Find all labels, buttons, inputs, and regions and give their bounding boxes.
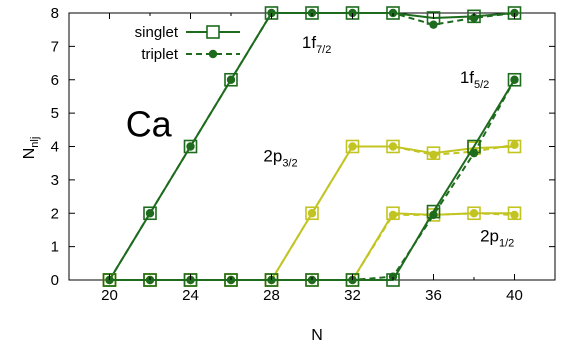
y-tick-label: 6 [51,72,59,89]
y-tick-label: 3 [51,172,59,189]
data-point-circle [226,75,236,84]
y-axis-title-main: N [21,148,38,160]
annotations: 1f7/2 1f5/2 2p3/2 2p1/2 Ca [126,33,515,250]
y-tick-label: 1 [51,239,59,256]
y-tick-label: 7 [51,38,59,55]
series-2p3-2-triplet [105,140,519,285]
y-tick-label: 2 [51,205,59,222]
data-point-circle [510,75,519,84]
orbital-label: 2p1/2 [480,227,514,250]
data-point-circle [388,272,398,281]
data-point-square [507,206,522,221]
data-point-circle [510,140,519,150]
data-point-square [305,273,319,287]
data-point-circle [145,209,155,218]
data-point-circle [388,210,398,220]
data-point-square [305,6,319,20]
legend-marker-circle [208,49,218,59]
series-2p1-2-triplet [105,209,519,285]
x-tick-label: 40 [506,287,523,304]
orbital-label: 1f7/2 [302,33,331,56]
data-point-square [183,139,198,154]
data-point-circle [429,210,438,220]
orbital-label: 1f5/2 [460,68,489,91]
y-axis-title-sub: nlj [29,137,41,148]
data-point-circle [348,142,357,151]
legend-item-singlet: singlet [135,24,240,41]
orbital-label: 2p3/2 [263,147,297,170]
y-axis-title: Nnlj [21,137,41,160]
data-point-circle [469,209,479,218]
data-point-circle [388,142,398,151]
data-point-circle [429,20,438,29]
series-line [109,212,515,281]
x-tick-label: 32 [344,287,361,304]
y-tick-label: 8 [51,5,59,22]
legend: singlet triplet [135,24,240,63]
data-point-circle [469,13,479,23]
data-point-circle [307,209,317,218]
x-tick-label: 36 [425,287,442,304]
data-point-square [143,206,157,221]
x-tick-label: 20 [101,287,118,304]
series-line [109,212,515,281]
data-point-circle [469,148,479,158]
data-point-square [507,72,522,87]
data-point-square [305,206,319,221]
svg-text:Nnlj: Nnlj [21,137,41,160]
data-point-circle [186,142,195,151]
legend-label: triplet [141,46,179,63]
legend-label: singlet [135,24,179,41]
element-label: Ca [126,103,173,144]
axis-ticks: 20 24 28 32 36 40 0 1 2 3 4 5 6 7 8 [51,5,555,304]
data-point-circle [429,150,438,160]
y-tick-label: 4 [51,139,59,156]
x-tick-label: 28 [263,287,280,304]
data-point-square [386,206,400,221]
legend-item-triplet: triplet [141,46,240,63]
data-point-square [224,72,238,87]
data-point-square [386,6,400,20]
legend-marker-square [206,25,220,39]
y-tick-label: 5 [51,105,59,122]
x-tick-label: 24 [182,287,199,304]
x-axis-title: N [311,327,323,344]
y-tick-label: 0 [51,272,59,289]
data-point-circle [510,210,519,220]
